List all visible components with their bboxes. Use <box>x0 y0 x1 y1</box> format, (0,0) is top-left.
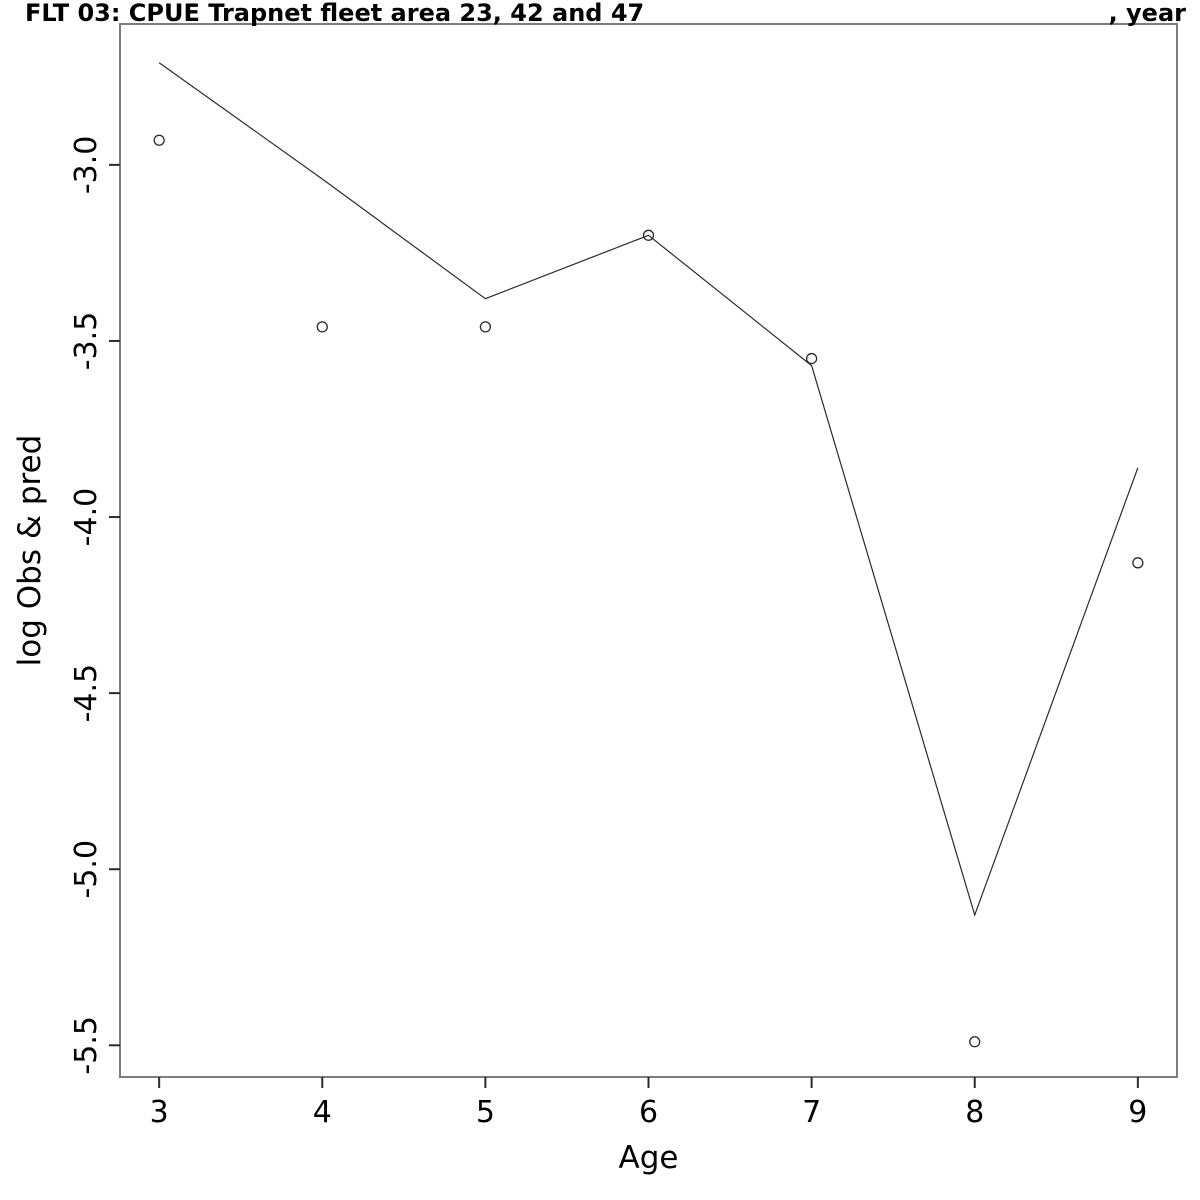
observed-point-age-5 <box>479 321 492 333</box>
y-tick-label: -4.0 <box>69 488 104 547</box>
observed-point-age-9 <box>1132 557 1144 569</box>
x-tick-label: 4 <box>313 1095 332 1130</box>
y-tick-label: -5.0 <box>69 840 104 899</box>
prediction-line <box>158 62 1139 917</box>
chart-title-row: FLT 03: CPUE Trapnet fleet area 23, 42 a… <box>25 0 1186 26</box>
chart-title-year-suffix: , year <box>1108 0 1186 27</box>
x-tick-label: 7 <box>802 1095 821 1130</box>
x-tick-label: 6 <box>639 1095 658 1130</box>
y-tick-label: -3.5 <box>69 312 104 371</box>
y-tick-label: -5.5 <box>69 1016 104 1075</box>
observed-point-age-3 <box>153 134 165 146</box>
observed-point-age-4 <box>316 321 328 333</box>
x-tick-label: 5 <box>476 1095 495 1130</box>
observed-point-age-8 <box>969 1036 981 1048</box>
observed-point-age-6 <box>642 229 655 241</box>
chart-title: FLT 03: CPUE Trapnet fleet area 23, 42 a… <box>25 0 645 27</box>
y-tick-label: -3.0 <box>69 136 104 195</box>
observed-point-age-7 <box>805 352 818 365</box>
x-tick-label: 3 <box>150 1095 169 1130</box>
y-axis-label: log Obs & pred <box>12 435 48 667</box>
x-axis-label: Age <box>619 1140 679 1176</box>
x-tick-label: 9 <box>1128 1095 1147 1130</box>
plot-box <box>119 23 1178 1078</box>
x-tick-label: 8 <box>965 1095 984 1130</box>
y-tick-label: -4.5 <box>69 664 104 723</box>
